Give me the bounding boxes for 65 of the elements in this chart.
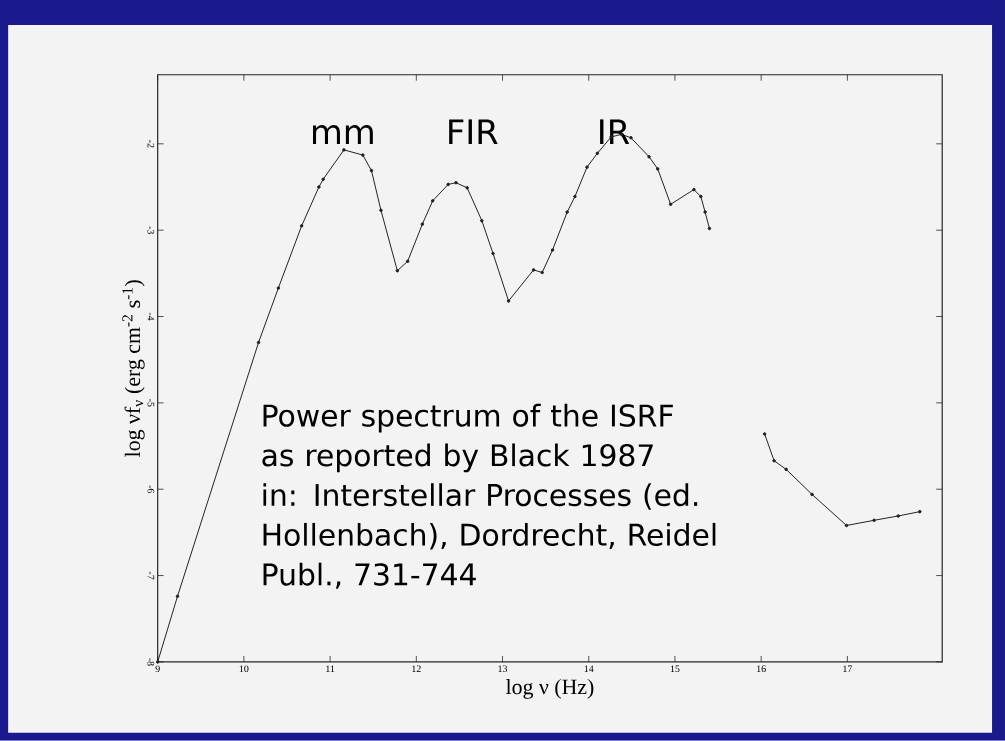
- point: [550, 248, 555, 252]
- point: [668, 202, 673, 207]
- point: [465, 186, 469, 190]
- x-tick-label: 15: [670, 665, 680, 673]
- point: [872, 518, 876, 523]
- y-tick-label: -8: [147, 658, 155, 666]
- point: [699, 194, 703, 199]
- point: [321, 177, 325, 182]
- x-tick-label: 9: [155, 665, 160, 673]
- x-tick-label: 13: [498, 665, 508, 673]
- y-tick-label: -4: [147, 312, 155, 321]
- point: [480, 219, 484, 223]
- point: [531, 268, 536, 272]
- point: [585, 165, 589, 170]
- point: [256, 340, 261, 345]
- annotation: IR: [600, 119, 630, 145]
- point: [395, 269, 400, 273]
- point: [317, 185, 321, 189]
- point: [772, 459, 776, 463]
- x-tick-label: 11: [326, 665, 335, 673]
- point: [784, 467, 788, 472]
- point: [299, 224, 304, 228]
- point: [491, 251, 495, 256]
- y-tick-label: -7: [147, 571, 155, 580]
- point: [379, 208, 383, 213]
- point: [844, 523, 849, 528]
- point: [655, 167, 660, 171]
- y-tick-label: -3: [147, 226, 155, 235]
- y-axis-title: log νf$_{ν}$ (erg cm$^{-2}$ s$^{-1}$): [122, 280, 145, 458]
- y-tick-label: -5: [147, 399, 155, 407]
- point: [430, 199, 435, 203]
- x-tick-label: 17: [843, 665, 853, 673]
- annotation: Power spectrum of the ISRF as reported by Black 1987 in: Interstellar Processes (ed. Hollenbach), Dordrecht, Reidel Publ., 731-744: [262, 403, 716, 589]
- point: [918, 510, 922, 514]
- point: [420, 222, 425, 227]
- point: [810, 492, 814, 497]
- x-tick-label: 14: [584, 665, 594, 673]
- x-tick-label: 16: [757, 665, 766, 673]
- point: [703, 210, 707, 215]
- point: [276, 286, 281, 290]
- point: [629, 136, 633, 140]
- y-tick-label: -6: [147, 485, 155, 494]
- point: [405, 259, 410, 264]
- point: [369, 168, 374, 173]
- y-tick-label: -2: [147, 140, 155, 148]
- point: [707, 226, 712, 231]
- point: [692, 187, 696, 192]
- point: [342, 148, 346, 152]
- point: [896, 514, 901, 518]
- annotation: FIR: [449, 119, 498, 145]
- point: [540, 270, 544, 275]
- annotation: mm: [312, 125, 373, 145]
- point: [454, 181, 458, 185]
- x-axis-title: log ν (Hz): [506, 679, 594, 699]
- point: [573, 194, 577, 199]
- x-tick-label: 10: [239, 665, 249, 673]
- point: [361, 153, 365, 158]
- x-tick-label: 12: [412, 665, 421, 673]
- point: [506, 299, 511, 303]
- point: [565, 210, 569, 215]
- point: [446, 182, 450, 187]
- point: [762, 432, 767, 436]
- point: [595, 151, 600, 156]
- point: [175, 594, 180, 599]
- point: [647, 155, 651, 159]
